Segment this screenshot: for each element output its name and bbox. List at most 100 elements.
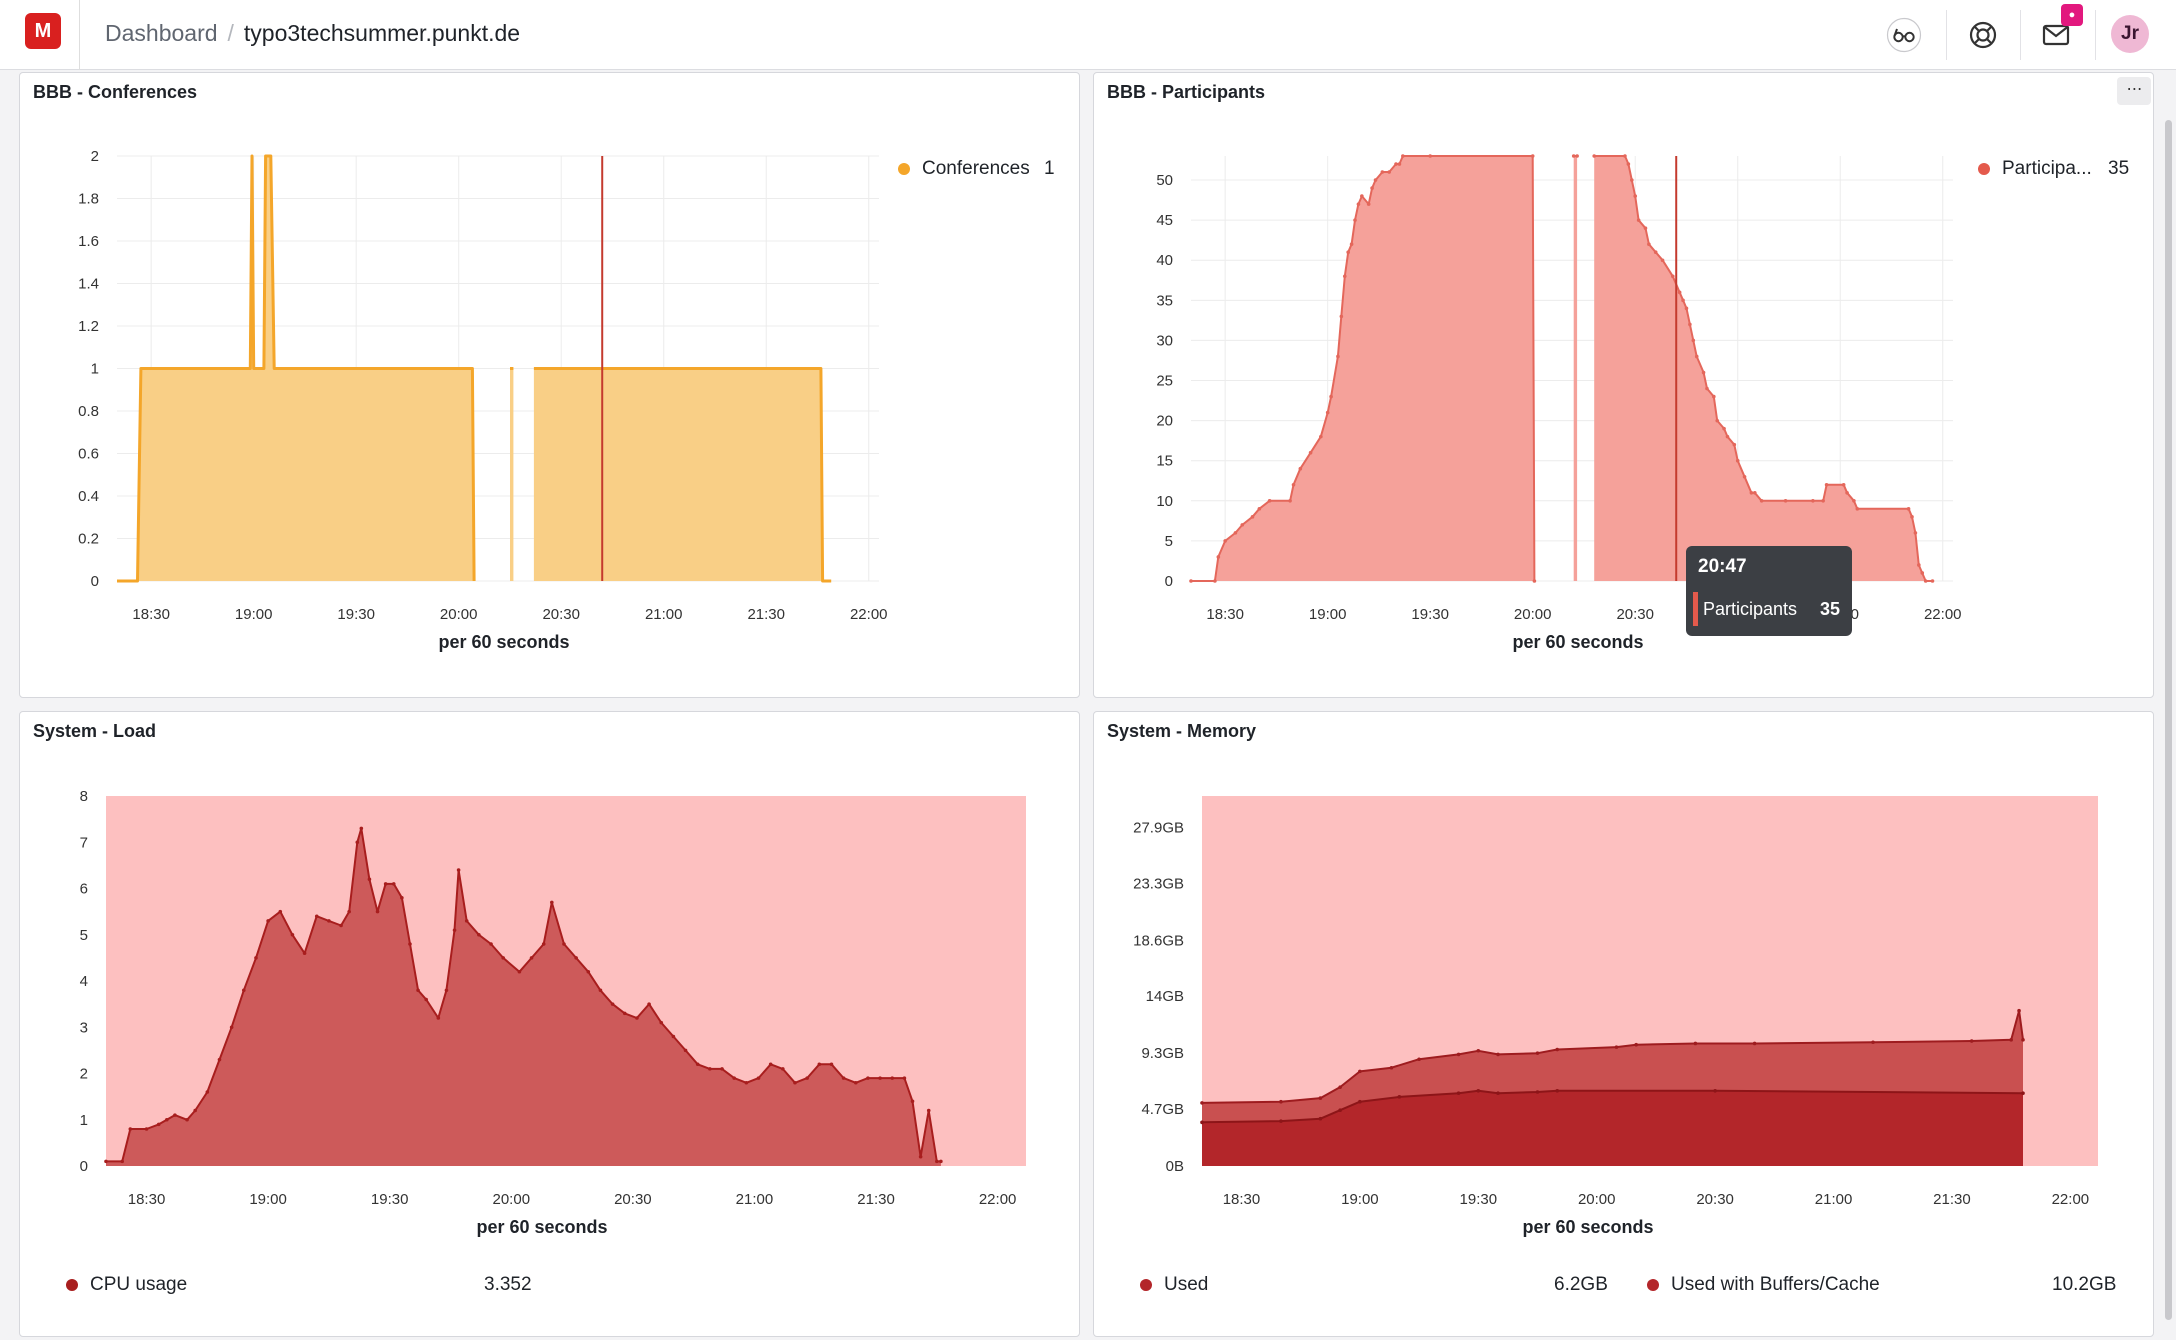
series-cpu-usage-line bbox=[106, 827, 941, 1163]
memory-chart: 0B 4.7GB 9.3GB 14GB 18.6GB 23.3GB 27.9GB 18:30 1… bbox=[1133, 796, 2098, 1237]
y-tick-label: 15 bbox=[1156, 453, 1173, 470]
panel-bbb-conferences: BBB - Conferences 0 0.2 0.4 0.6 0.8 1 1.2 1.4 1.… bbox=[19, 72, 1080, 698]
x-tick-label: 18:30 bbox=[1223, 1191, 1261, 1208]
legend-label: Conferences bbox=[922, 158, 1030, 179]
series-cpu-usage-point bbox=[671, 1034, 676, 1039]
series-used-with-buffers-cache-point bbox=[1614, 1045, 1619, 1049]
series-cpu-usage-point bbox=[120, 1159, 125, 1164]
series-cpu-usage-point bbox=[367, 877, 372, 882]
series-participants-area bbox=[1594, 156, 1933, 581]
legend-conferences[interactable]: Conferences bbox=[898, 158, 1030, 180]
series-cpu-usage-point bbox=[144, 1127, 149, 1131]
x-tick-label: 19:30 bbox=[337, 606, 375, 623]
series-used-with-buffers-cache-point bbox=[2021, 1038, 2025, 1042]
series-participants-point bbox=[1288, 499, 1292, 503]
y-tick-label: 40 bbox=[1156, 252, 1173, 269]
series-participants-point bbox=[1913, 531, 1918, 535]
y-tick-label: 10 bbox=[1156, 493, 1173, 510]
x-tick-label: 19:30 bbox=[371, 1191, 409, 1208]
series-cpu-usage-point bbox=[452, 928, 457, 932]
x-tick-label: 22:00 bbox=[2052, 1191, 2090, 1208]
legend-label: CPU usage bbox=[90, 1274, 188, 1295]
series-cpu-usage-point bbox=[185, 1117, 189, 1122]
x-tick-label: 21:30 bbox=[747, 606, 785, 623]
series-cpu-usage-point bbox=[241, 988, 246, 993]
panel-menu-button[interactable]: ⋯ bbox=[2117, 77, 2151, 105]
series-cpu-usage-point bbox=[768, 1062, 773, 1067]
series-participants-point bbox=[1923, 579, 1928, 583]
panel-system-load: System - Load 0 1 2 3 4 5 6 7 8 18:30 19:00 19:30 20… bbox=[19, 711, 1080, 1337]
series-cpu-usage-point bbox=[841, 1076, 846, 1080]
series-cpu-usage-point bbox=[173, 1113, 177, 1117]
x-tick-label: 18:30 bbox=[1206, 606, 1244, 623]
series-cpu-usage-point bbox=[910, 1099, 915, 1104]
legend-label: Used bbox=[1164, 1274, 1209, 1295]
series-participants-area bbox=[1573, 156, 1578, 581]
page-scrollbar[interactable] bbox=[2165, 120, 2172, 1320]
series-cpu-usage-point bbox=[104, 1159, 108, 1164]
series-cpu-usage-point bbox=[853, 1080, 858, 1085]
x-tick-label: 18:30 bbox=[128, 1191, 166, 1208]
series-participants-point bbox=[1240, 523, 1245, 527]
x-tick-label: 20:30 bbox=[1616, 606, 1654, 623]
y-tick-label: 1.4 bbox=[78, 276, 99, 293]
series-used-with-buffers-cache-point bbox=[1476, 1048, 1481, 1053]
series-cpu-usage-point bbox=[529, 956, 534, 960]
series-participants-point bbox=[1920, 571, 1925, 575]
series-cpu-usage-point bbox=[805, 1076, 809, 1080]
series-used-point bbox=[1279, 1119, 1283, 1123]
series-participants-point bbox=[1373, 178, 1378, 182]
series-used-with-buffers-cache-point bbox=[1634, 1042, 1638, 1047]
legend-value: 1 bbox=[1044, 158, 1055, 179]
user-avatar[interactable]: Jr bbox=[2111, 15, 2149, 53]
legend-value: 35 bbox=[2108, 158, 2130, 179]
series-cpu-usage-point bbox=[744, 1080, 749, 1085]
series-participants-point bbox=[1930, 579, 1935, 583]
glasses-icon[interactable] bbox=[1886, 17, 1922, 53]
series-participants-point bbox=[1735, 458, 1740, 463]
legend-participants[interactable]: Participa... bbox=[1978, 158, 2092, 180]
series-cpu-usage-point bbox=[586, 969, 591, 974]
x-tick-label: 21:30 bbox=[857, 1191, 895, 1208]
series-participants-point bbox=[1356, 202, 1361, 206]
series-cpu-usage-point bbox=[254, 956, 258, 960]
series-participants-point bbox=[1592, 154, 1597, 158]
series-cpu-usage-point bbox=[817, 1062, 822, 1067]
breadcrumb: Dashboard / typo3techsummer.punkt.de bbox=[105, 18, 520, 48]
series-participants-point bbox=[1684, 306, 1689, 311]
series-cpu-usage-point bbox=[550, 900, 554, 905]
series-cpu-usage-point bbox=[302, 951, 307, 956]
series-cpu-usage-area bbox=[106, 828, 941, 1166]
series-cpu-usage-point bbox=[205, 1090, 210, 1094]
x-tick-label: 22:00 bbox=[979, 1191, 1017, 1208]
x-tick-label: 20:30 bbox=[1696, 1191, 1734, 1208]
panel-bbb-participants: BBB - Participants ⋯ 0 5 10 15 20 25 30 35 40 45 5… bbox=[1093, 72, 2154, 698]
series-cpu-usage-point bbox=[720, 1067, 724, 1071]
series-cpu-usage-point bbox=[610, 1002, 615, 1006]
legend-used[interactable]: Used bbox=[1140, 1274, 1208, 1296]
series-used-point bbox=[1713, 1088, 1717, 1093]
mail-icon[interactable] bbox=[2038, 17, 2074, 53]
series-participants-point bbox=[1841, 482, 1846, 487]
series-cpu-usage-point bbox=[327, 919, 331, 923]
series-participants-point bbox=[1691, 338, 1696, 343]
breadcrumb-dashboard-link[interactable]: Dashboard bbox=[105, 20, 218, 46]
legend-used-buffers[interactable]: Used with Buffers/Cache bbox=[1647, 1274, 1880, 1296]
legend-color-dot bbox=[66, 1279, 78, 1291]
series-used-point bbox=[1535, 1090, 1540, 1094]
x-tick-label: 20:00 bbox=[1514, 606, 1552, 623]
legend-cpu-usage[interactable]: CPU usage bbox=[66, 1274, 187, 1296]
series-cpu-usage-point bbox=[383, 882, 388, 886]
series-cpu-usage-point bbox=[424, 997, 428, 1002]
series-participants-point bbox=[1575, 154, 1579, 158]
series-conferences-line bbox=[533, 367, 832, 583]
series-used-with-buffers-cache-point bbox=[1200, 1101, 1204, 1105]
app-logo[interactable]: M bbox=[25, 13, 61, 49]
y-tick-label: 45 bbox=[1156, 212, 1173, 229]
support-lifebuoy-icon[interactable] bbox=[1965, 17, 2001, 53]
series-participants-point bbox=[1401, 154, 1405, 158]
x-tick-label: 19:00 bbox=[249, 1191, 287, 1208]
series-used-point bbox=[1397, 1095, 1402, 1099]
series-participants-point bbox=[1397, 162, 1402, 166]
panel-title: BBB - Conferences bbox=[33, 82, 198, 102]
